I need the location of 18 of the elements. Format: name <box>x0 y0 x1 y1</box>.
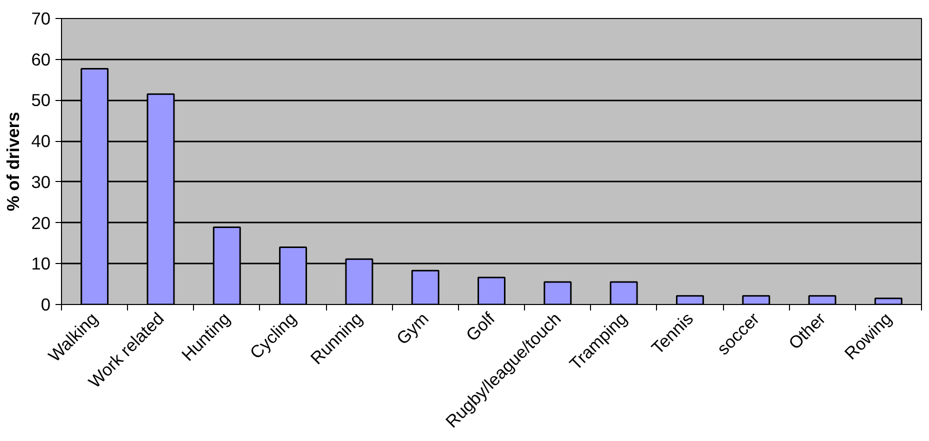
y-tick-label: 70 <box>31 8 51 28</box>
y-tick-label: 30 <box>31 172 51 192</box>
x-tick-label: Gym <box>392 308 432 348</box>
y-tick-label: 40 <box>31 131 51 152</box>
y-axis-title: % of drivers <box>3 112 24 212</box>
y-tick-label: 50 <box>31 90 51 110</box>
bar <box>808 295 836 304</box>
y-tick-label: 20 <box>31 212 51 233</box>
y-tick-label: 10 <box>31 254 51 274</box>
bar <box>874 298 902 304</box>
y-tick-label: 0 <box>40 294 51 314</box>
bar <box>478 276 506 304</box>
bar <box>544 281 572 304</box>
bar <box>610 281 638 304</box>
bar <box>676 295 704 304</box>
bar <box>411 270 440 304</box>
bar <box>742 295 770 304</box>
y-tick-label: 60 <box>31 49 51 70</box>
